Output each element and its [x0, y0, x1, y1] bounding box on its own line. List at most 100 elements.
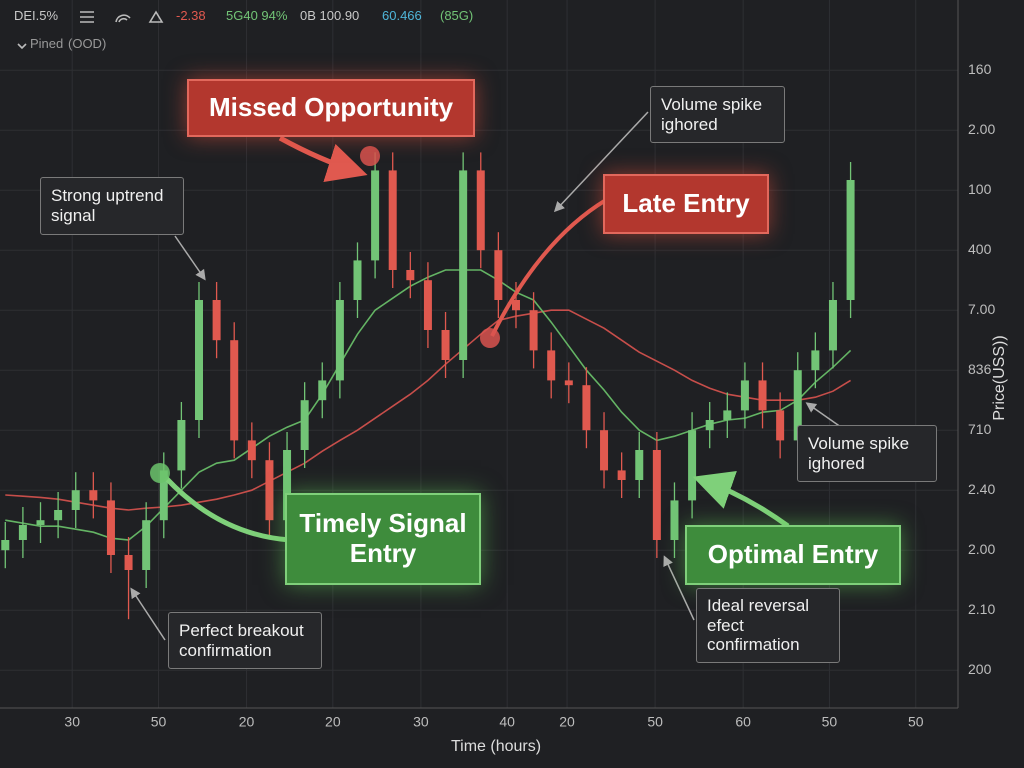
toolbar-item[interactable]: DEI.5% — [14, 8, 59, 23]
annotation-box: Volume spike ighored — [650, 86, 785, 143]
annotation-text: ighored — [808, 453, 865, 473]
candle-body — [335, 300, 344, 381]
candle-body — [371, 170, 380, 261]
y-tick-label: 7.00 — [968, 301, 995, 317]
x-tick-label: 30 — [413, 714, 429, 730]
pinned-label[interactable]: Pined — [30, 36, 64, 51]
candle-body — [212, 300, 221, 341]
candle-body — [89, 490, 98, 501]
annotation-text: Strong uptrend — [51, 186, 164, 206]
toolbar-item[interactable]: 0B 100.90 — [300, 8, 360, 23]
y-tick-label: 200 — [968, 661, 992, 677]
candle-body — [36, 520, 45, 525]
x-tick-label: 50 — [822, 714, 838, 730]
annotation-text: efect — [707, 615, 744, 635]
annotation-text: Optimal Entry — [707, 539, 879, 570]
y-tick-label: 400 — [968, 241, 992, 257]
candle-body — [423, 280, 432, 330]
candle-body — [476, 170, 485, 251]
x-tick-label: 20 — [559, 714, 575, 730]
candle-body — [318, 380, 327, 401]
candle-body — [529, 310, 538, 351]
y-tick-label: 2.40 — [968, 481, 995, 497]
candle-body — [670, 500, 679, 540]
y-tick-label: 710 — [968, 421, 992, 437]
y-tick-label: 100 — [968, 181, 992, 197]
y-tick-label: 836 — [968, 361, 992, 377]
x-tick-label: 30 — [64, 714, 80, 730]
annotation-box: Missed Opportunity — [187, 79, 475, 137]
toolbar-item[interactable]: -2.38 — [176, 8, 206, 23]
candle-body — [441, 330, 450, 360]
candle-body — [652, 450, 661, 540]
annotation-box: Timely Signal Entry — [285, 493, 481, 585]
candle-body — [582, 385, 591, 431]
x-tick-label: 20 — [325, 714, 341, 730]
candle-body — [459, 170, 468, 360]
annotation-text: Missed Opportunity — [208, 92, 454, 123]
annotation-text: Late Entry — [622, 188, 750, 219]
x-tick-label: 60 — [735, 714, 751, 730]
candle-body — [142, 520, 151, 570]
toolbar-item[interactable]: (85G) — [440, 8, 474, 23]
candle-body — [740, 380, 749, 411]
x-tick-label: 40 — [499, 714, 515, 730]
x-tick-label: 50 — [647, 714, 663, 730]
candle-body — [688, 430, 697, 501]
x-axis-title: Time (hours) — [451, 738, 541, 755]
candle-body — [1, 540, 10, 551]
annotation-text: Volume spike — [661, 94, 763, 114]
pinned-note: (OOD) — [68, 36, 107, 51]
candle-body — [283, 450, 292, 521]
candle-body — [388, 170, 397, 270]
annotation-text: Volume spike — [808, 433, 910, 453]
candle-body — [106, 500, 115, 555]
candle-body — [705, 420, 714, 431]
candle-body — [353, 260, 362, 300]
candle-body — [494, 250, 503, 300]
candle-body — [600, 430, 609, 471]
annotation-text: Ideal reversal — [707, 596, 810, 616]
candle-body — [124, 555, 133, 570]
y-axis-title: Price(USS)) — [991, 335, 1008, 420]
annotation-text: confirmation — [179, 640, 272, 660]
candle-body — [247, 440, 256, 461]
x-tick-label: 50 — [908, 714, 924, 730]
annotation-box: Perfect breakout confirmation — [168, 612, 322, 669]
annotation-box: Strong uptrend signal — [40, 177, 184, 235]
candle-body — [617, 470, 626, 480]
annotation-text: Entry — [349, 538, 417, 568]
candle-body — [300, 400, 309, 450]
candle-body — [406, 270, 415, 281]
candle-body — [758, 380, 767, 411]
y-tick-label: 2.10 — [968, 601, 995, 617]
candle-body — [18, 525, 27, 540]
candle-body — [54, 510, 63, 521]
y-tick-label: 2.00 — [968, 121, 995, 137]
x-tick-label: 50 — [151, 714, 167, 730]
candle-body — [177, 420, 186, 471]
annotation-box: Optimal Entry — [685, 525, 901, 585]
candle-body — [793, 370, 802, 441]
annotation-text: signal — [51, 206, 96, 225]
annotation-text: ighored — [661, 114, 718, 134]
toolbar-item[interactable]: 5G40 94% — [226, 8, 288, 23]
candle-body — [547, 350, 556, 381]
annotation-box: Ideal reversal efect confirmation — [696, 588, 840, 663]
candle-body — [194, 300, 203, 420]
candle-body — [811, 350, 820, 371]
candle-body — [159, 470, 168, 521]
candle-body — [828, 300, 837, 351]
candle-body — [511, 300, 520, 311]
y-tick-label: 2.00 — [968, 541, 995, 557]
candle-body — [564, 380, 573, 386]
annotation-text: Perfect breakout — [179, 620, 304, 640]
candle-body — [635, 450, 644, 480]
candle-body — [776, 410, 785, 441]
toolbar-item[interactable]: 60.466 — [382, 8, 422, 23]
candle-body — [71, 490, 80, 510]
candle-body — [846, 180, 855, 300]
annotation-box: Late Entry — [603, 174, 769, 234]
